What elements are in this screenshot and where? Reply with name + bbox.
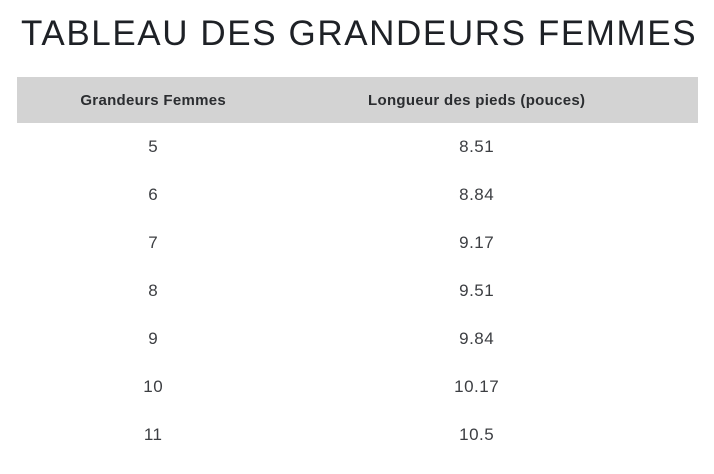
size-cell: 6: [148, 185, 159, 204]
column-header-foot-length: Longueur des pieds (pouces): [368, 91, 586, 109]
table-row: 5 8.51: [17, 123, 698, 171]
table-row: 9 9.84: [17, 315, 698, 363]
size-cell: 9: [148, 329, 159, 348]
spacer-cell: [664, 219, 698, 267]
size-cell: 10: [143, 377, 164, 396]
spacer-cell: [664, 171, 698, 219]
table-row: 6 8.84: [17, 171, 698, 219]
column-header-spacer: [664, 77, 698, 123]
size-cell: 5: [148, 137, 159, 156]
spacer-cell: [664, 411, 698, 459]
size-cell: 8: [148, 281, 159, 300]
length-cell: 10.17: [454, 377, 500, 396]
page-title: TABLEAU DES GRANDEURS FEMMES: [21, 14, 698, 53]
table-header-row: Grandeurs Femmes Longueur des pieds (pou…: [17, 77, 698, 123]
size-cell: 7: [148, 233, 159, 252]
spacer-cell: [664, 123, 698, 171]
length-cell: 9.17: [459, 233, 495, 252]
length-cell: 8.51: [459, 137, 495, 156]
column-header-sizes: Grandeurs Femmes: [80, 91, 227, 109]
spacer-cell: [664, 315, 698, 363]
spacer-cell: [664, 267, 698, 315]
table-row: 10 10.17: [17, 363, 698, 411]
spacer-cell: [664, 363, 698, 411]
table-row: 7 9.17: [17, 219, 698, 267]
table-row: 11 10.5: [17, 411, 698, 459]
size-cell: 11: [143, 425, 163, 444]
length-cell: 10.5: [459, 425, 495, 444]
length-cell: 9.84: [459, 329, 495, 348]
length-cell: 8.84: [459, 185, 495, 204]
table-row: 8 9.51: [17, 267, 698, 315]
length-cell: 9.51: [459, 281, 495, 300]
size-table: Grandeurs Femmes Longueur des pieds (pou…: [17, 77, 698, 459]
